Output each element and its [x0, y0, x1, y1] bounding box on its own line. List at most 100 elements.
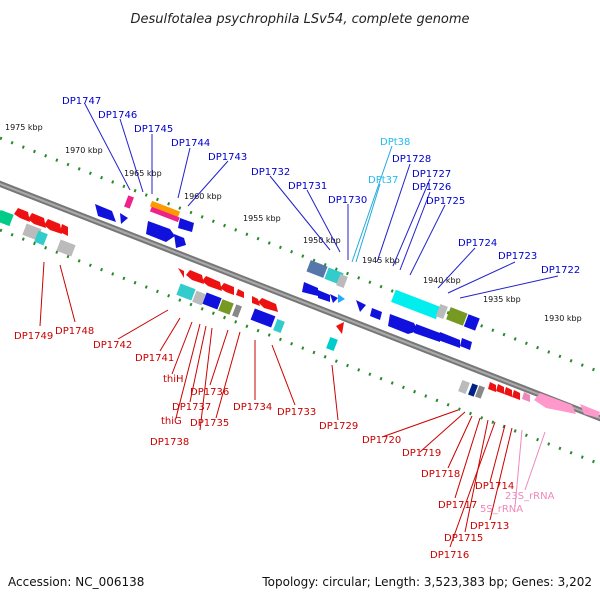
gene-label-dp1741[interactable]: DP1741 — [135, 353, 174, 364]
gene-label-dp1737[interactable]: DP1737 — [172, 402, 211, 413]
gene-block[interactable] — [28, 213, 46, 228]
gene-label-dp1725[interactable]: DP1725 — [426, 196, 465, 207]
gene-block[interactable] — [336, 322, 344, 334]
gene-block[interactable] — [178, 218, 194, 232]
gene-block[interactable] — [176, 283, 196, 301]
gene-block[interactable] — [504, 387, 512, 397]
gene-block[interactable] — [302, 282, 318, 296]
gene-block[interactable] — [14, 208, 30, 222]
gene-block[interactable] — [250, 308, 276, 328]
gene-label-dp1748[interactable]: DP1748 — [55, 326, 94, 337]
gene-label-dp1722[interactable]: DP1722 — [541, 265, 580, 276]
gene-label-dp1747[interactable]: DP1747 — [62, 96, 101, 107]
gene-label-dp1714[interactable]: DP1714 — [475, 481, 514, 492]
gene-label-dp1715[interactable]: DP1715 — [444, 533, 483, 544]
gene-block[interactable] — [326, 336, 338, 352]
gene-label-23s-rrna[interactable]: 23S_rRNA — [505, 491, 555, 502]
gene-label-dp1731[interactable]: DP1731 — [288, 181, 327, 192]
gene-block[interactable] — [232, 304, 242, 318]
gene-block[interactable] — [522, 392, 530, 402]
gene-block[interactable] — [336, 273, 348, 289]
gene-block[interactable] — [174, 234, 186, 248]
gene-label-dp1735[interactable]: DP1735 — [190, 418, 229, 429]
gene-block[interactable] — [60, 224, 68, 236]
gene-block[interactable] — [446, 307, 468, 326]
gene-label-dp1724[interactable]: DP1724 — [458, 238, 497, 249]
gene-label-dp1718[interactable]: DP1718 — [421, 469, 460, 480]
gene-block[interactable] — [463, 314, 480, 331]
gene-block[interactable] — [236, 289, 244, 298]
gene-block[interactable] — [475, 385, 485, 399]
gene-block[interactable] — [435, 303, 448, 319]
gene-block[interactable] — [186, 270, 204, 284]
gene-label-dpt37[interactable]: DPt37 — [368, 175, 398, 186]
gene-block[interactable] — [356, 300, 366, 312]
gene-block[interactable] — [330, 294, 338, 303]
gene-block[interactable] — [192, 290, 206, 306]
gene-label-5s-rrna[interactable]: 5S_rRNA — [480, 504, 523, 515]
gene-block[interactable] — [56, 239, 76, 257]
scale-track-lower — [0, 228, 600, 466]
gene-block[interactable] — [0, 209, 14, 227]
gene-label-dp1727[interactable]: DP1727 — [412, 169, 451, 180]
gene-label-dp1738[interactable]: DP1738 — [150, 437, 189, 448]
gene-label-dp1745[interactable]: DP1745 — [134, 124, 173, 135]
gene-block[interactable] — [120, 213, 128, 224]
gene-block[interactable] — [202, 276, 222, 291]
gene-label-dp1720[interactable]: DP1720 — [362, 435, 401, 446]
gene-label-dp1749[interactable]: DP1749 — [14, 331, 53, 342]
gene-block[interactable] — [338, 294, 345, 303]
gene-label-dp1716[interactable]: DP1716 — [430, 550, 469, 561]
gene-label-dp1729[interactable]: DP1729 — [319, 421, 358, 432]
gene-label-dp1743[interactable]: DP1743 — [208, 152, 247, 163]
gene-block[interactable] — [258, 298, 278, 312]
gene-block[interactable] — [44, 219, 62, 234]
kbp-ticks: 1975 kbp 1970 kbp 1965 kbp 1960 kbp 1955… — [5, 123, 582, 323]
gene-block[interactable] — [273, 318, 285, 334]
gene-block[interactable] — [318, 290, 330, 302]
gene-block[interactable] — [488, 382, 496, 392]
gene-label-dpt38[interactable]: DPt38 — [380, 137, 410, 148]
gene-block[interactable] — [202, 292, 222, 310]
gene-label-dp1734[interactable]: DP1734 — [233, 402, 272, 413]
gene-block[interactable] — [414, 324, 440, 342]
gene-label-dp1742[interactable]: DP1742 — [93, 340, 132, 351]
gene-label-dp1717[interactable]: DP1717 — [438, 500, 477, 511]
gene-block[interactable] — [438, 332, 460, 348]
gene-block[interactable] — [218, 299, 234, 315]
gene-label-dp1713[interactable]: DP1713 — [470, 521, 509, 532]
gene-block[interactable] — [512, 390, 520, 400]
gene-label-dp1746[interactable]: DP1746 — [98, 110, 137, 121]
gene-block[interactable] — [370, 308, 382, 320]
lower-connectors — [39, 261, 513, 548]
gene-block[interactable] — [460, 338, 472, 350]
gene-block[interactable] — [95, 204, 116, 222]
gene-label-dp1733[interactable]: DP1733 — [277, 407, 316, 418]
gene-block[interactable] — [458, 379, 470, 395]
gene-label-dp1726[interactable]: DP1726 — [412, 182, 451, 193]
gene-block[interactable] — [149, 206, 180, 223]
gene-block[interactable] — [34, 230, 48, 246]
gene-label-thig[interactable]: thiG — [161, 416, 182, 427]
gene-block[interactable] — [149, 200, 181, 218]
gene-label-dp1719[interactable]: DP1719 — [402, 448, 441, 459]
gene-label-dp1730[interactable]: DP1730 — [328, 195, 367, 206]
gene-label-dp1736[interactable]: DP1736 — [190, 387, 229, 398]
gene-block[interactable] — [391, 289, 441, 320]
gene-block[interactable] — [580, 404, 600, 418]
gene-label-thih[interactable]: thiH — [163, 374, 184, 385]
gene-block[interactable] — [496, 384, 504, 394]
gene-label-dp1744[interactable]: DP1744 — [171, 138, 210, 149]
gene-block[interactable] — [220, 283, 234, 295]
gene-block[interactable] — [306, 260, 328, 278]
gene-label-dp1723[interactable]: DP1723 — [498, 251, 537, 262]
gene-block[interactable] — [468, 383, 478, 397]
gene-block[interactable] — [534, 393, 576, 414]
gene-label-dp1728[interactable]: DP1728 — [392, 154, 431, 165]
gene-block[interactable] — [252, 296, 260, 306]
gene-label-dp1732[interactable]: DP1732 — [251, 167, 290, 178]
gene-block[interactable] — [124, 195, 134, 209]
gene-block[interactable] — [388, 314, 418, 334]
gene-block[interactable] — [146, 221, 175, 242]
gene-block[interactable] — [178, 268, 184, 278]
